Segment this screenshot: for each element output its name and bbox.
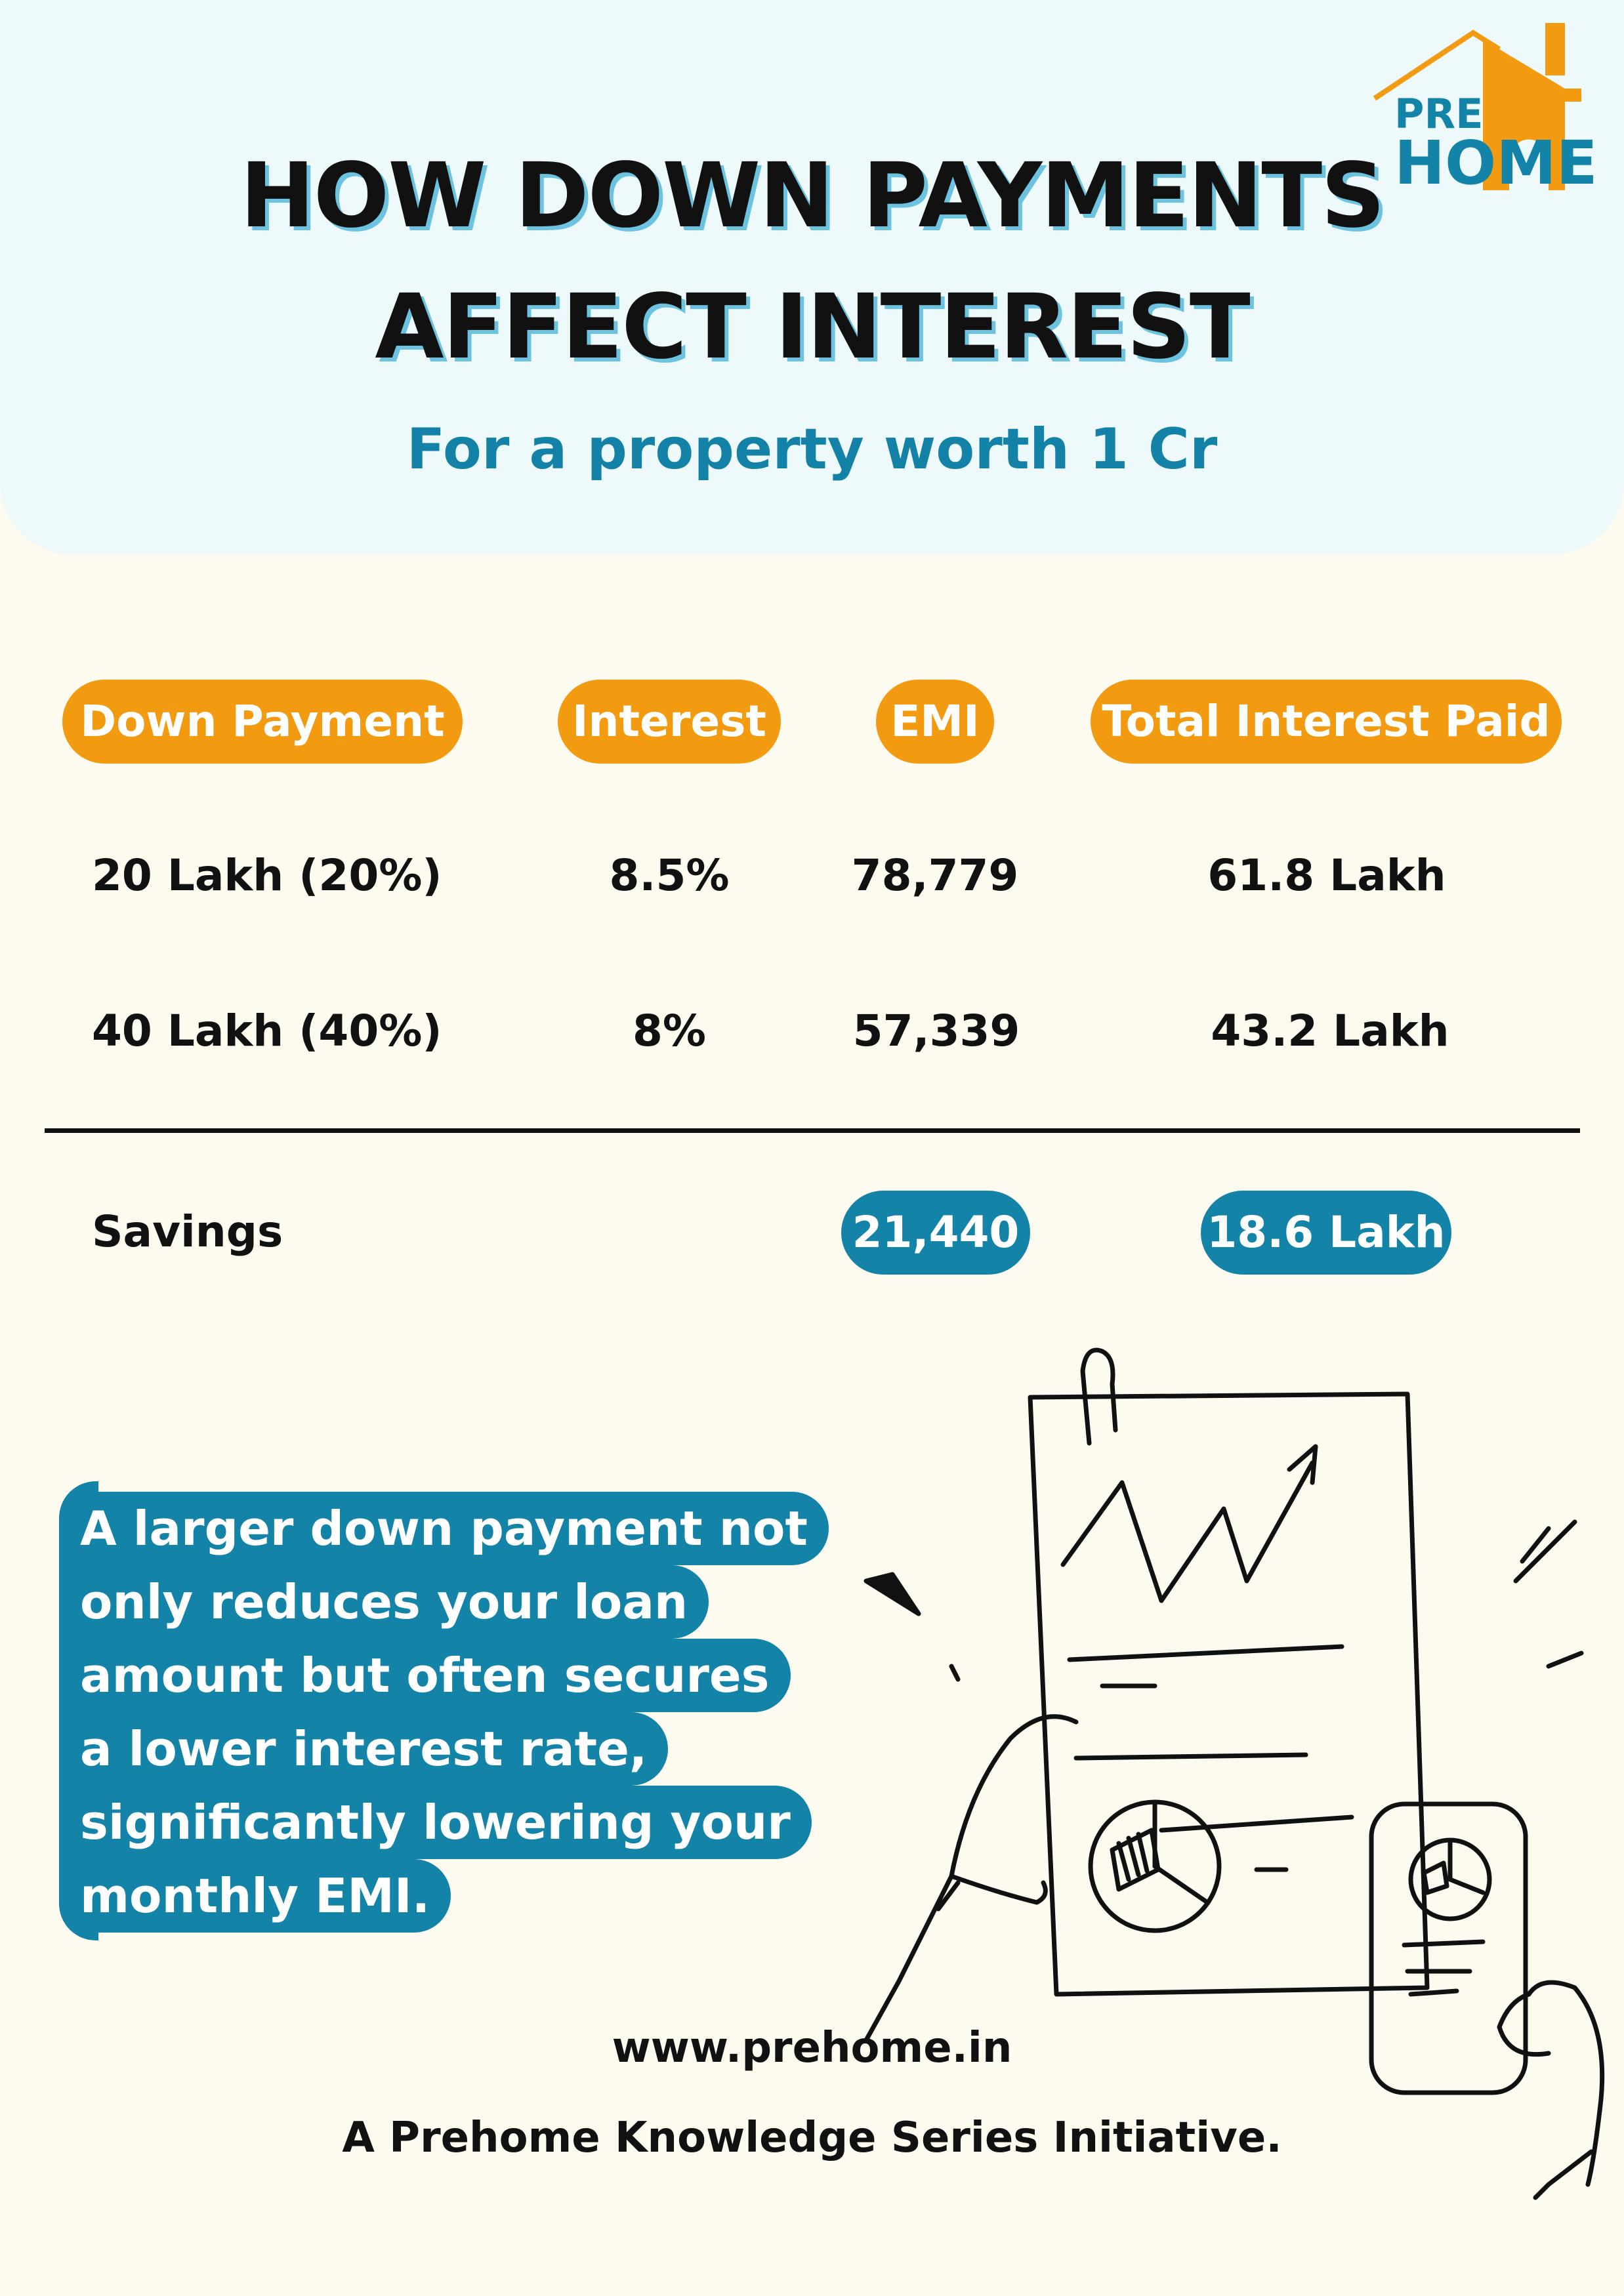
left-hand-icon — [864, 1714, 1079, 2043]
row2-interest: 8% — [632, 1006, 707, 1056]
row2-total-interest: 43.2 Lakh — [1211, 1006, 1449, 1056]
header-panel — [0, 0, 1624, 554]
footer-tagline: A Prehome Knowledge Series Initiative. — [342, 2114, 1282, 2162]
row1-interest: 8.5% — [609, 850, 730, 901]
row1-total-interest: 61.8 Lakh — [1207, 850, 1446, 901]
bubble-line-6: monthly EMI. — [59, 1859, 451, 1933]
phone-icon — [1369, 1801, 1528, 2095]
header-emi: EMI — [876, 680, 994, 764]
bubble-line-2: only reduces your loan — [59, 1565, 709, 1639]
table-divider — [45, 1128, 1580, 1133]
header-total-interest: Total Interest Paid — [1091, 680, 1562, 764]
prehome-logo: PRE HOME — [1373, 23, 1598, 198]
row1-down-payment: 20 Lakh (20%) — [92, 850, 442, 901]
subtitle: For a property worth 1 Cr — [406, 417, 1218, 482]
logo-text-pre: PRE — [1394, 90, 1484, 138]
savings-interest: 18.6 Lakh — [1201, 1191, 1451, 1275]
bubble-line-4: a lower interest rate, — [59, 1712, 669, 1786]
trend-arrow-icon — [1060, 1460, 1315, 1603]
header-interest: Interest — [558, 680, 781, 764]
bubble-line-1: A larger down payment not — [59, 1492, 829, 1565]
report-illustration — [864, 1347, 1605, 2200]
title-line-2: AFFECT INTEREST — [375, 276, 1250, 379]
row2-down-payment: 40 Lakh (40%) — [92, 1006, 442, 1056]
title-line-1: HOW DOWN PAYMENTS — [239, 144, 1385, 248]
bubble-line-3: amount but often secures — [59, 1639, 791, 1712]
row2-emi: 57,339 — [852, 1006, 1020, 1056]
savings-emi: 21,440 — [841, 1191, 1030, 1275]
logo-text-home: HOME — [1394, 128, 1598, 198]
savings-label: Savings — [92, 1206, 283, 1257]
paper-sheet-icon — [1028, 1391, 1430, 1997]
right-hand-icon — [1526, 1980, 1605, 2187]
footer-url[interactable]: www.prehome.in — [612, 2024, 1012, 2072]
row1-emi: 78,779 — [851, 850, 1019, 901]
header-down-payment: Down Payment — [62, 680, 463, 764]
bubble-line-5: significantly lowering your — [59, 1786, 812, 1859]
